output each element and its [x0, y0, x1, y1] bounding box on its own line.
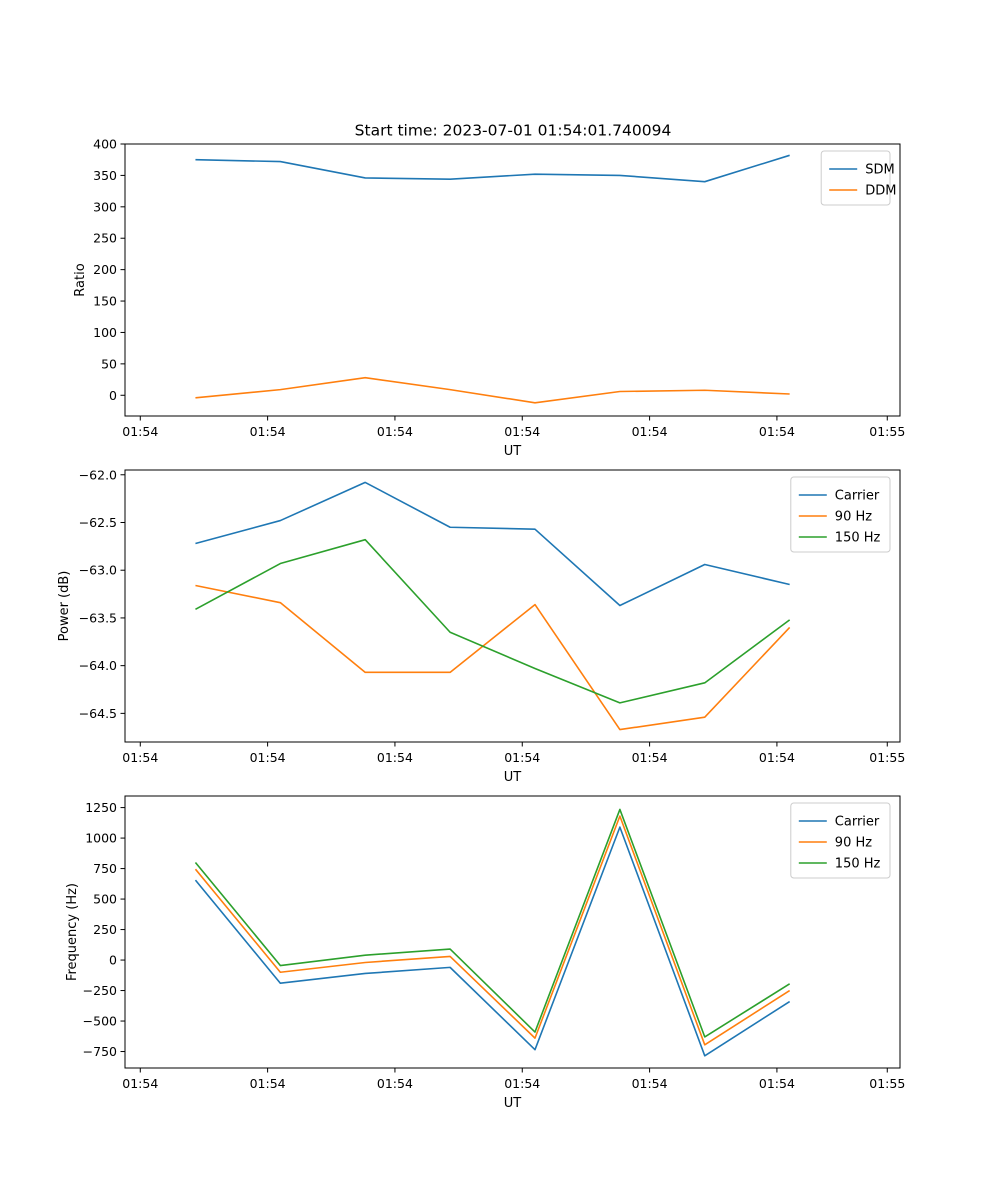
x-tick-label: 01:54 [632, 1076, 668, 1091]
x-axis: 01:54 01:54 01:54 01:54 01:54 01:54 01:55 UT [122, 416, 905, 459]
y-tick-label: 50 [101, 356, 117, 371]
series-line-carrier [194, 826, 791, 1057]
y-tick-label: 400 [93, 137, 117, 152]
y-tick-label: 1000 [85, 831, 117, 846]
y-tick-label: 300 [93, 199, 117, 214]
x-tick-label: 01:54 [377, 424, 413, 439]
legend-label: SDM [865, 163, 894, 178]
y-tick-label: −63.0 [79, 563, 117, 578]
x-tick-label: 01:54 [377, 1076, 413, 1091]
y-tick-label: 200 [93, 262, 117, 277]
x-tick-label: 01:54 [377, 750, 413, 765]
legend-label: 90 Hz [835, 510, 872, 525]
legend-label: Carrier [835, 489, 880, 504]
x-tick-label: 01:55 [869, 750, 905, 765]
y-tick-label: −64.0 [79, 658, 117, 673]
x-axis-label: UT [504, 1096, 522, 1111]
y-tick-label: −250 [83, 983, 117, 998]
x-tick-label: 01:54 [122, 424, 158, 439]
series-lines [195, 154, 790, 404]
y-tick-label: 100 [93, 325, 117, 340]
x-tick-label: 01:54 [122, 1076, 158, 1091]
legend: Carrier 90 Hz 150 Hz [790, 802, 891, 879]
x-axis-label: UT [504, 770, 522, 785]
axes-frame [124, 795, 901, 1069]
x-tick-label: 01:54 [122, 750, 158, 765]
y-tick-label: −750 [83, 1044, 117, 1059]
series-line-150-hz [195, 538, 791, 704]
y-axis: −750 −500 −250 0 250 500 750 1000 1250 Frequency … [65, 800, 125, 1059]
y-tick-label: 350 [93, 168, 117, 183]
legend: SDM DDM [820, 150, 896, 206]
y-tick-label: 750 [93, 861, 117, 876]
series-line-90-hz [194, 815, 791, 1046]
chart-title: Start time: 2023-07-01 01:54:01.740094 [355, 122, 672, 140]
x-tick-label: 01:54 [759, 750, 795, 765]
legend-label: Carrier [835, 815, 880, 830]
x-tick-label: 01:54 [250, 1076, 286, 1091]
y-tick-label: 150 [93, 294, 117, 309]
series-line-carrier [195, 481, 790, 607]
subplot-2: 01:54 01:54 01:54 01:54 01:54 01:54 01:55 UT −64… [57, 467, 905, 785]
series-lines [194, 808, 791, 1057]
series-line-150-hz [194, 808, 791, 1038]
legend-frame [820, 150, 891, 206]
subplot-3: 01:54 01:54 01:54 01:54 01:54 01:54 01:55 UT −75… [65, 795, 905, 1111]
x-axis: 01:54 01:54 01:54 01:54 01:54 01:54 01:55 UT [122, 1068, 905, 1111]
y-tick-label: 250 [93, 922, 117, 937]
x-tick-label: 01:54 [504, 424, 540, 439]
legend: Carrier 90 Hz 150 Hz [790, 476, 891, 553]
x-tick-label: 01:54 [759, 1076, 795, 1091]
y-tick-label: 0 [109, 953, 117, 968]
y-tick-label: −500 [83, 1014, 117, 1029]
legend-label: DDM [865, 184, 896, 199]
axes-frame [124, 143, 901, 417]
y-tick-label: −64.5 [79, 706, 117, 721]
y-tick-label: −62.0 [79, 467, 117, 482]
y-tick-label: −63.5 [79, 610, 117, 625]
series-line-ddm [195, 376, 790, 404]
x-tick-label: 01:54 [250, 424, 286, 439]
series-lines [195, 481, 791, 731]
series-line-90-hz [195, 584, 791, 731]
x-tick-label: 01:54 [632, 424, 668, 439]
x-tick-label: 01:55 [869, 1076, 905, 1091]
y-axis-label: Power (dB) [57, 571, 72, 642]
x-tick-label: 01:54 [632, 750, 668, 765]
legend-label: 90 Hz [835, 836, 872, 851]
y-tick-label: 1250 [85, 800, 117, 815]
y-axis-label: Ratio [73, 263, 88, 296]
y-tick-label: 500 [93, 892, 117, 907]
x-tick-label: 01:54 [759, 424, 795, 439]
legend-label: 150 Hz [835, 857, 881, 872]
series-line-sdm [195, 154, 790, 183]
x-axis: 01:54 01:54 01:54 01:54 01:54 01:54 01:55 UT [122, 742, 905, 785]
x-tick-label: 01:54 [250, 750, 286, 765]
x-tick-label: 01:54 [504, 1076, 540, 1091]
subplots: 01:54 01:54 01:54 01:54 01:54 01:54 01:55 UT 0 50… [57, 137, 905, 1112]
y-tick-label: 250 [93, 231, 117, 246]
y-axis: −64.5 −64.0 −63.5 −63.0 −62.5 −62.0 Power (dB) [57, 467, 125, 721]
subplot-1: 01:54 01:54 01:54 01:54 01:54 01:54 01:55 UT 0 50… [73, 137, 905, 460]
x-tick-label: 01:55 [869, 424, 905, 439]
y-tick-label: −62.5 [79, 515, 117, 530]
legend-label: 150 Hz [835, 531, 881, 546]
y-axis-label: Frequency (Hz) [65, 883, 80, 981]
y-axis: 0 50 100 150 200 250 300 350 400 Ratio [73, 137, 125, 403]
y-tick-label: 0 [109, 388, 117, 403]
x-axis-label: UT [504, 444, 522, 459]
axes-frame [124, 469, 901, 743]
x-tick-label: 01:54 [504, 750, 540, 765]
